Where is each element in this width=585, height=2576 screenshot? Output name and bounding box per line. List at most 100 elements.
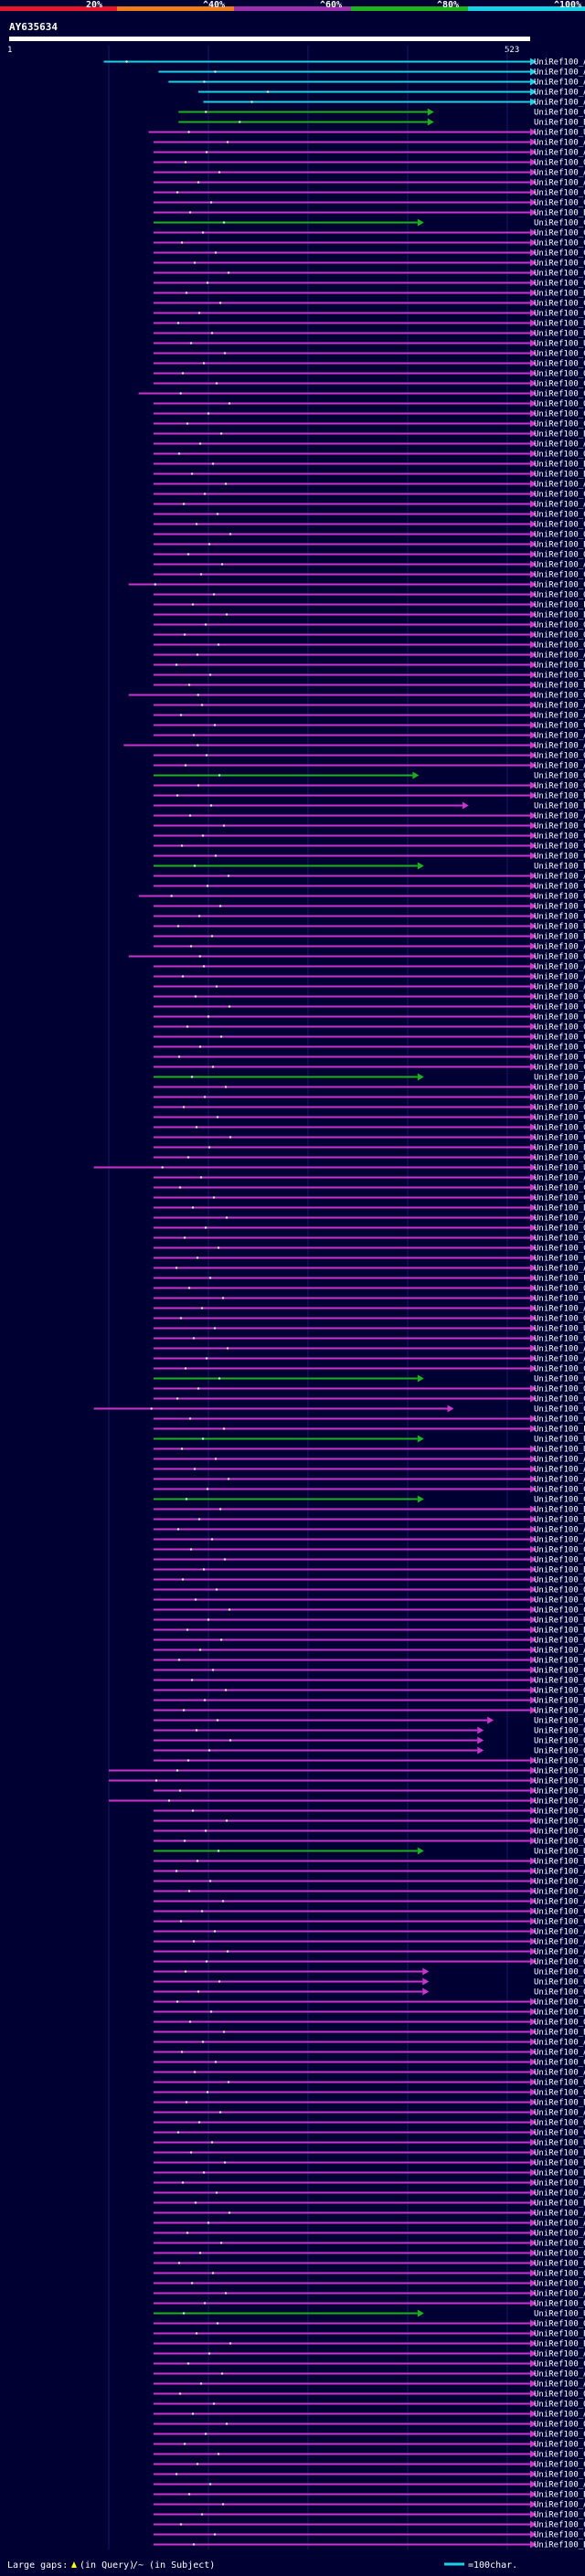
alignment-row[interactable]: UniRef100_Q6LZD3	[154, 1314, 585, 1324]
alignment-row[interactable]: UniRef100_A3N4A6	[154, 1646, 585, 1656]
alignment-row[interactable]: UniRef100_A7I7W7	[154, 168, 585, 178]
subject-label[interactable]: UniRef100_Q1ZXX4	[534, 993, 585, 1002]
subject-label[interactable]: UniRef100_Q5RKM7	[534, 641, 585, 651]
alignment-row[interactable]: UniRef100_C5MTC4	[154, 2440, 585, 2450]
alignment-row[interactable]: UniRef100_P0WC99	[154, 600, 585, 610]
alignment-row[interactable]: UniRef100_A9KL20	[154, 972, 585, 982]
subject-label[interactable]: UniRef100_C4UL25	[534, 280, 585, 289]
subject-label[interactable]: UniRef100_C7BJA8	[534, 521, 585, 530]
alignment-row[interactable]: UniRef100_C4JFB6	[154, 1555, 585, 1565]
subject-label[interactable]: UniRef100_A1SYM6	[534, 1355, 585, 1364]
alignment-row[interactable]: UniRef100_Q8TIY1	[128, 691, 585, 701]
alignment-row[interactable]: UniRef100_B6EXC1	[108, 1776, 585, 1786]
subject-label[interactable]: UniRef100_A3N3V0	[534, 2189, 585, 2199]
alignment-row[interactable]: UniRef100_C5TMB5	[154, 1495, 585, 1505]
alignment-row[interactable]: UniRef100_C3MSN6	[154, 912, 585, 922]
alignment-row[interactable]: UniRef100_Q2ZNZ1	[154, 771, 585, 781]
subject-label[interactable]: UniRef100_C6CJ44	[534, 491, 585, 500]
alignment-row[interactable]: UniRef100_B4UDK0	[154, 1786, 585, 1797]
subject-label[interactable]: UniRef100_C8QN74	[534, 722, 585, 731]
alignment-row[interactable]: UniRef100_A9L467	[154, 1867, 585, 1877]
alignment-row[interactable]: UniRef100_P75613	[154, 1274, 585, 1284]
alignment-row[interactable]: UniRef100_B9WD66	[154, 2008, 585, 2018]
subject-label[interactable]: UniRef100_Q2FLK1	[534, 1586, 585, 1595]
subject-label[interactable]: UniRef100_A5DDX0	[534, 1526, 585, 1535]
alignment-row[interactable]: UniRef100_A5C225	[154, 500, 585, 510]
alignment-row[interactable]: UniRef100_B3QZF8	[154, 2168, 585, 2178]
subject-label[interactable]: UniRef100_C5P2J1	[534, 1034, 585, 1043]
subject-label[interactable]: UniRef100_C6WLI1	[534, 2280, 585, 2289]
subject-label[interactable]: UniRef100_C5E4H1	[534, 1064, 585, 1073]
subject-label[interactable]: UniRef100_Q5N9Y0	[534, 1978, 585, 1988]
subject-label[interactable]: UniRef100_A9MFY4	[534, 1456, 585, 1465]
alignment-row[interactable]: UniRef100_Q9CKZ8	[154, 1224, 585, 1234]
alignment-row[interactable]: UniRef100_C7MY53	[154, 1113, 585, 1123]
subject-label[interactable]: UniRef100_B9WD66	[534, 2009, 585, 2018]
alignment-row[interactable]: UniRef100_A6B673	[154, 1937, 585, 1947]
subject-label[interactable]: UniRef100_A3N4A6	[534, 1647, 585, 1656]
alignment-row[interactable]: UniRef100_Q6NXC3	[154, 2018, 585, 2028]
subject-label[interactable]: UniRef100_A7N1S6	[534, 702, 585, 711]
alignment-row[interactable]: UniRef100_A7K169	[154, 1927, 585, 1937]
subject-label[interactable]: UniRef100_C5PJB1	[534, 1606, 585, 1616]
alignment-row[interactable]: UniRef100_Q07E07	[154, 2239, 585, 2249]
subject-label[interactable]: UniRef100_B9WEV7	[534, 802, 585, 811]
alignment-row[interactable]: UniRef100_A8Q7H9	[154, 2410, 585, 2420]
subject-label[interactable]: UniRef100_Q6FJU7	[534, 2401, 585, 2410]
subject-label[interactable]: UniRef100_A6FIV4	[534, 2039, 585, 2048]
alignment-row[interactable]: UniRef100_A6WKR0	[154, 1877, 585, 1887]
alignment-row[interactable]: UniRef100_C4UL25	[154, 279, 585, 289]
subject-label[interactable]: UniRef100_C3WGF0	[534, 2521, 585, 2530]
subject-label[interactable]: UniRef100_A7K169	[534, 1928, 585, 1937]
subject-label[interactable]: UniRef100_A1VWT1	[534, 561, 585, 570]
subject-label[interactable]: UniRef100_UP1000...	[534, 672, 585, 681]
subject-label[interactable]: UniRef100_Q97915	[534, 1838, 585, 1847]
alignment-row[interactable]: UniRef100_Q39WL0	[154, 1103, 585, 1113]
alignment-row[interactable]: UniRef100_B4C091	[154, 1203, 585, 1214]
subject-label[interactable]: UniRef100_A5L084	[534, 2049, 585, 2058]
subject-label[interactable]: UniRef100_C7MY53	[534, 1114, 585, 1123]
alignment-row[interactable]: UniRef100_Q4P1C8	[154, 2088, 585, 2098]
subject-label[interactable]: UniRef100_C4SPM9	[534, 229, 585, 239]
subject-label[interactable]: UniRef100_C4C2K5	[534, 1134, 585, 1143]
subject-label[interactable]: UniRef100_Q58R14	[534, 1747, 585, 1756]
subject-label[interactable]: UniRef100_A9A624	[534, 1536, 585, 1545]
alignment-row[interactable]: UniRef100_Q7P0P5	[154, 1234, 585, 1244]
alignment-row[interactable]: UniRef100_Q5NLN3	[154, 1988, 585, 1998]
subject-label[interactable]: UniRef100_B3E9B0	[534, 863, 585, 872]
subject-label[interactable]: UniRef100_Q4Q0K9	[534, 2390, 585, 2400]
alignment-row[interactable]: UniRef100_C7BJA8	[154, 520, 585, 530]
alignment-row[interactable]: UniRef100_C6DF11	[154, 379, 585, 389]
alignment-row[interactable]: UniRef100_A8IQ64	[103, 58, 585, 68]
alignment-row[interactable]: UniRef100_C5PJB1	[154, 1606, 585, 1616]
alignment-row[interactable]: UniRef100_A5DDX0	[154, 1525, 585, 1535]
subject-label[interactable]: UniRef100_Q8FYF9	[534, 893, 585, 902]
alignment-row[interactable]: UniRef100_Q4I3P8	[154, 1153, 585, 1163]
alignment-row[interactable]: UniRef100_Q6FJU7	[154, 2400, 585, 2410]
alignment-row[interactable]: UniRef100_B7VJV1	[154, 2028, 585, 2038]
alignment-row[interactable]: UniRef100_Q32K98	[154, 399, 585, 409]
subject-label[interactable]: UniRef100_A8IQ21	[534, 89, 585, 98]
subject-label[interactable]: UniRef100_Q1IIH3	[534, 2270, 585, 2279]
alignment-row[interactable]: UniRef100_A8IQ21	[198, 88, 585, 98]
subject-label[interactable]: UniRef100_A8IQ53	[534, 69, 585, 78]
subject-label[interactable]: UniRef100_C5WAS0	[534, 109, 585, 118]
subject-label[interactable]: UniRef100_Q727R6	[534, 591, 585, 600]
alignment-row[interactable]: UniRef100_B0QH34	[154, 2199, 585, 2209]
alignment-row[interactable]: UniRef100_Q4HFU4	[154, 1686, 585, 1696]
subject-label[interactable]: UniRef100_C5TMB5	[534, 1496, 585, 1505]
alignment-row[interactable]: UniRef100_Q12QM5	[154, 2420, 585, 2430]
alignment-row[interactable]: UniRef100_A7H1N5	[154, 1173, 585, 1183]
alignment-row[interactable]: UniRef100_C6D6B9	[154, 299, 585, 309]
alignment-row[interactable]: UniRef100_C3NE09	[154, 902, 585, 912]
alignment-row[interactable]: UniRef100_B0QZ88	[154, 1565, 585, 1575]
subject-label[interactable]: UniRef100_C3XV62	[534, 1365, 585, 1374]
alignment-row[interactable]: UniRef100_A6FIV4	[154, 2038, 585, 2048]
alignment-row[interactable]: UniRef100_Q8BY59	[154, 1726, 585, 1736]
alignment-row[interactable]: UniRef100_A7I4C8	[123, 741, 585, 751]
alignment-row[interactable]: UniRef100_C7I1T6	[154, 1716, 585, 1726]
subject-label[interactable]: UniRef100_UP1000...	[534, 340, 585, 349]
alignment-row[interactable]: UniRef100_UP1000...	[154, 1324, 585, 1334]
alignment-row[interactable]: UniRef100_B8DKX0	[154, 1857, 585, 1867]
alignment-row[interactable]: UniRef100_Q5N6G9	[154, 1957, 585, 1967]
